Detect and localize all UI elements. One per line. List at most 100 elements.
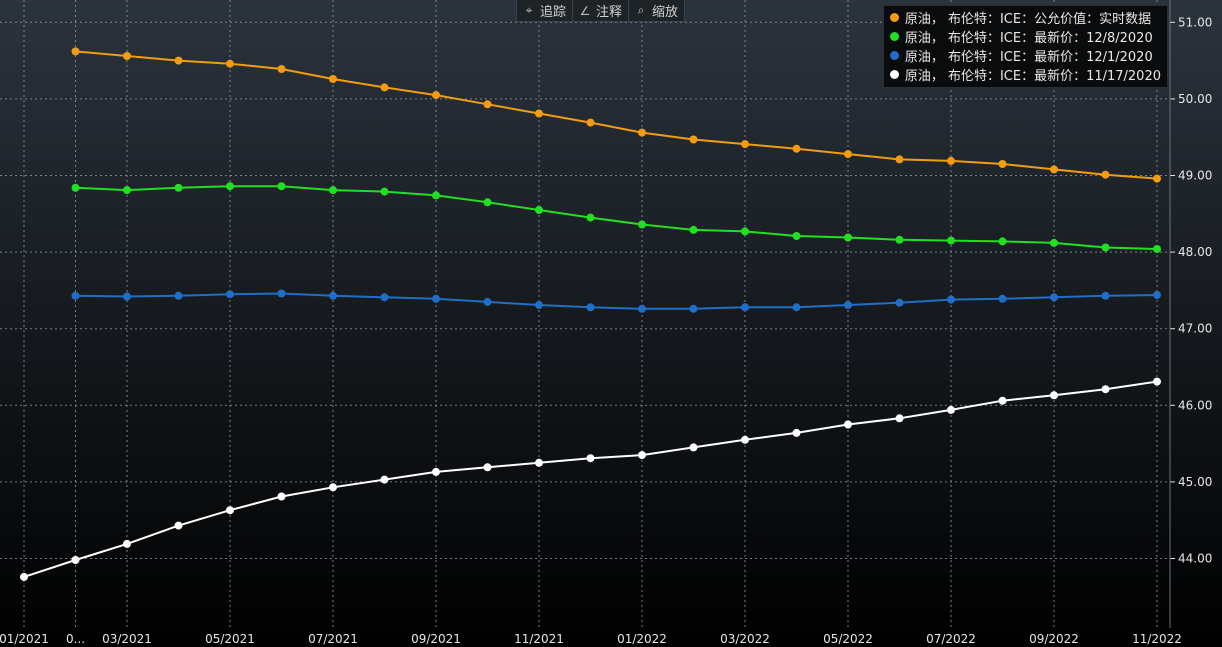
crosshair-icon: ⌖ (525, 3, 533, 17)
data-point (844, 420, 852, 429)
data-point (998, 294, 1007, 303)
x-tick-label: 01/2022 (617, 632, 667, 646)
annotate-icon: ∠ (579, 3, 591, 18)
data-point (895, 155, 904, 164)
data-point (226, 59, 234, 68)
x-tick-label: 09/2022 (1029, 632, 1079, 646)
data-point (71, 183, 80, 192)
annotate-button[interactable]: ∠ 注释 (573, 0, 630, 21)
data-point (741, 140, 749, 149)
data-point (586, 454, 595, 463)
series-1 (71, 182, 1161, 253)
data-point (535, 301, 543, 309)
data-point (586, 118, 595, 127)
zoom-button[interactable]: ⌕ 缩放 (629, 0, 684, 21)
data-point (947, 405, 955, 414)
data-point (998, 237, 1007, 246)
series-line (75, 185, 1158, 250)
data-point (1153, 245, 1161, 253)
x-tick-label: 0... (66, 632, 85, 646)
data-point (1050, 165, 1058, 174)
data-point (71, 291, 80, 300)
track-button[interactable]: ⌖ 追踪 (517, 0, 574, 21)
legend-label: 原油， 布伦特：ICE：最新价：12/8/2020 (904, 31, 1153, 46)
data-point (20, 572, 28, 581)
data-point (483, 297, 492, 306)
data-point (123, 52, 131, 60)
data-point (1153, 377, 1161, 386)
data-point (123, 292, 131, 301)
data-point (844, 233, 852, 242)
data-point (226, 290, 234, 299)
data-point (380, 293, 389, 302)
data-point (998, 160, 1007, 168)
data-point (535, 109, 543, 118)
data-point (329, 75, 337, 83)
data-point (689, 225, 698, 234)
x-tick-label: 11/2021 (514, 632, 564, 646)
data-point (329, 291, 337, 300)
zoom-button-label: 缩放 (652, 5, 679, 20)
x-tick-label: 05/2021 (205, 632, 255, 646)
data-point (71, 47, 80, 56)
data-point (1153, 291, 1161, 299)
data-point (277, 289, 286, 298)
data-point (638, 128, 646, 137)
legend-item-12-1-2020[interactable]: 原油， 布伦特：ICE：最新价：12/1/2020 (889, 46, 1161, 65)
data-point (329, 483, 337, 492)
x-tick-label: 11/2022 (1132, 632, 1182, 646)
series-0 (71, 47, 1161, 183)
y-tick-label: 46.00 (1178, 398, 1212, 412)
legend-marker (889, 70, 899, 79)
legend-item-11-17-2020[interactable]: 原油， 布伦特：ICE：最新价：11/17/2020 (889, 65, 1161, 84)
data-point (1101, 243, 1110, 252)
data-point (638, 220, 646, 229)
annotate-button-label: 注释 (596, 5, 623, 20)
data-point (741, 435, 749, 444)
data-point (432, 91, 440, 100)
data-point (174, 521, 183, 530)
x-tick-label: 05/2022 (823, 632, 873, 646)
data-point (277, 65, 286, 73)
data-point (535, 206, 543, 214)
data-point (483, 100, 492, 109)
chart-toolbar: ⌖ 追踪 ∠ 注释 ⌕ 缩放 (516, 0, 686, 22)
x-tick-label: 07/2022 (926, 632, 976, 646)
y-tick-label: 47.00 (1178, 322, 1212, 336)
data-point (586, 213, 595, 222)
data-point (689, 304, 698, 313)
legend-item-12-8-2020[interactable]: 原油， 布伦特：ICE：最新价：12/8/2020 (889, 27, 1161, 46)
data-point (947, 156, 955, 165)
data-point (947, 236, 955, 245)
y-tick-label: 50.00 (1178, 92, 1212, 106)
y-tick-label: 48.00 (1178, 245, 1212, 259)
series-line (75, 292, 1158, 310)
data-point (174, 56, 183, 65)
data-point (226, 506, 234, 515)
series-line (75, 50, 1158, 180)
y-tick-label: 51.00 (1178, 15, 1212, 29)
legend-label: 原油， 布伦特：ICE：最新价：12/1/2020 (904, 50, 1153, 65)
data-point (1101, 170, 1110, 179)
data-point (792, 232, 801, 240)
data-point (380, 475, 389, 484)
track-button-label: 追踪 (540, 5, 567, 20)
legend-label: 原油， 布伦特：ICE：最新价：11/17/2020 (904, 69, 1161, 84)
zoom-icon: ⌕ (637, 3, 645, 17)
data-point (638, 451, 646, 460)
chart-legend: 原油， 布伦特：ICE：公允价值：实时数据 原油， 布伦特：ICE：最新价：12… (882, 5, 1168, 88)
y-tick-label: 44.00 (1178, 552, 1212, 566)
data-point (535, 458, 543, 467)
legend-item-fair-value[interactable]: 原油， 布伦特：ICE：公允价值：实时数据 (889, 8, 1161, 27)
series-layer (20, 47, 1161, 581)
data-point (432, 467, 440, 476)
data-point (638, 304, 646, 313)
data-point (483, 463, 492, 472)
data-point (432, 294, 440, 303)
data-point (329, 186, 337, 195)
data-point (71, 556, 80, 564)
